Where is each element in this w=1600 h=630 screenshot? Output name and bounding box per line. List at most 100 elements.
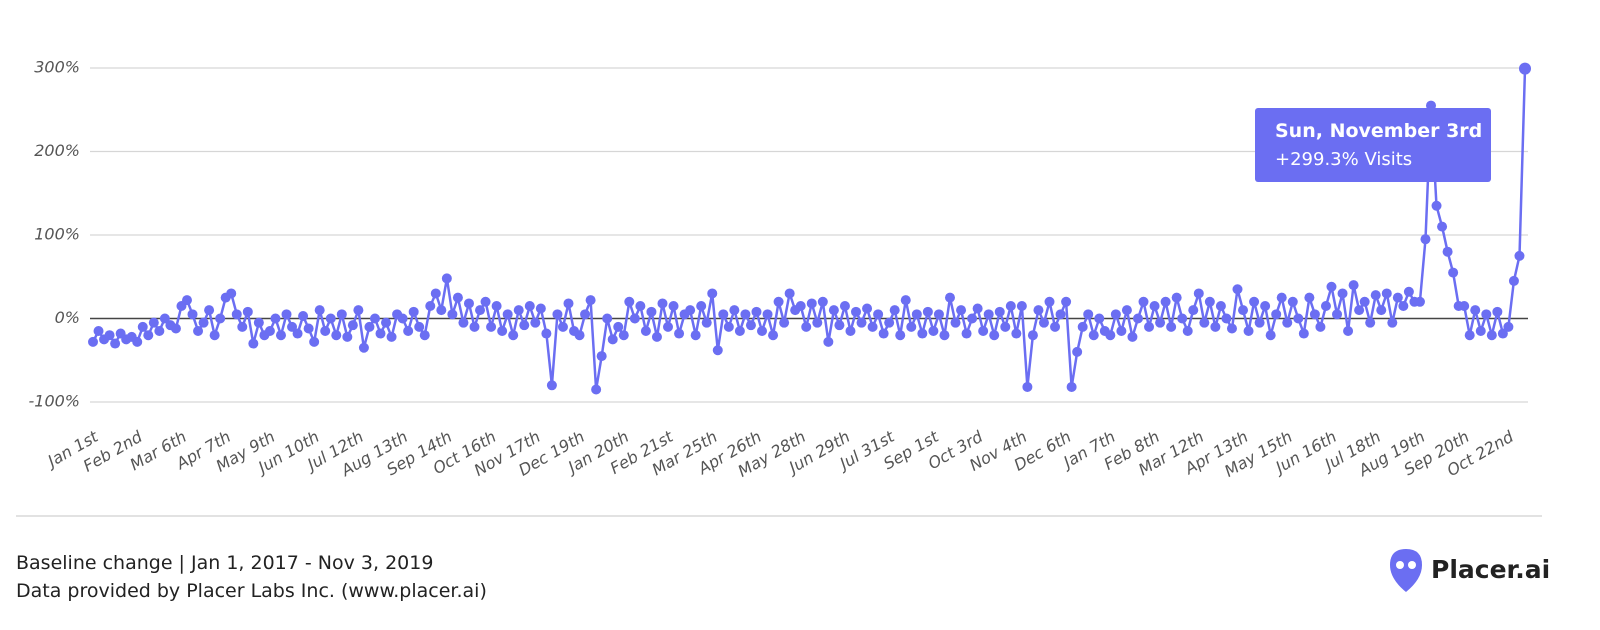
data-point — [93, 326, 104, 337]
data-point — [839, 300, 850, 311]
data-point — [1486, 330, 1497, 341]
data-point — [397, 313, 408, 324]
data-point — [1514, 250, 1525, 261]
data-point — [181, 295, 192, 306]
data-point — [906, 321, 917, 332]
data-point — [961, 328, 972, 339]
data-point — [287, 321, 298, 332]
data-point — [1077, 321, 1088, 332]
data-point — [994, 306, 1005, 317]
data-point — [1210, 321, 1221, 332]
data-point — [1376, 305, 1387, 316]
data-point — [303, 323, 314, 334]
data-point — [320, 326, 331, 337]
data-point — [242, 306, 253, 317]
data-point — [497, 326, 508, 337]
data-point — [275, 330, 286, 341]
data-point — [1392, 292, 1403, 303]
data-point — [1304, 292, 1315, 303]
data-point — [1072, 346, 1083, 357]
data-point — [1387, 317, 1398, 328]
data-point — [983, 309, 994, 320]
data-point — [884, 317, 895, 328]
data-point — [159, 313, 170, 324]
data-point — [812, 317, 823, 328]
data-point — [867, 321, 878, 332]
data-point — [944, 292, 955, 303]
data-point — [1337, 288, 1348, 299]
tooltip: Sun, November 3rd +299.3% Visits — [1255, 108, 1491, 182]
footer-caption: Baseline change | Jan 1, 2017 - Nov 3, 2… — [16, 552, 433, 574]
data-point — [1193, 288, 1204, 299]
data-point — [524, 300, 535, 311]
data-point — [795, 300, 806, 311]
data-point — [248, 338, 259, 349]
data-point — [873, 309, 884, 320]
data-point — [685, 305, 696, 316]
data-point — [1155, 317, 1166, 328]
data-point — [718, 309, 729, 320]
data-point — [1110, 309, 1121, 320]
data-point — [1354, 305, 1365, 316]
data-point — [862, 303, 873, 314]
data-point — [502, 309, 513, 320]
data-point — [1503, 321, 1514, 332]
data-point — [403, 326, 414, 337]
data-point — [298, 310, 309, 321]
data-point — [1011, 328, 1022, 339]
data-point — [762, 309, 773, 320]
data-point — [1226, 323, 1237, 334]
data-point — [215, 313, 226, 324]
data-point — [674, 328, 685, 339]
data-point — [640, 326, 651, 337]
tooltip-title: Sun, November 3rd — [1275, 120, 1482, 142]
data-point — [740, 309, 751, 320]
data-point — [1332, 309, 1343, 320]
data-point — [712, 345, 723, 356]
data-point — [1260, 300, 1271, 311]
data-point — [928, 326, 939, 337]
data-point — [469, 321, 480, 332]
data-point — [1309, 309, 1320, 320]
data-point — [1221, 313, 1232, 324]
data-point — [353, 305, 364, 316]
data-point — [508, 330, 519, 341]
y-tick-label: 0% — [55, 308, 80, 327]
data-point — [253, 317, 264, 328]
data-point — [817, 296, 828, 307]
data-point — [309, 336, 320, 347]
data-point — [1254, 317, 1265, 328]
data-point — [358, 342, 369, 353]
data-point — [381, 317, 392, 328]
data-point — [342, 331, 353, 342]
data-point — [768, 330, 779, 341]
data-point — [1398, 300, 1409, 311]
data-point — [1464, 330, 1475, 341]
data-point — [530, 317, 541, 328]
data-point — [1414, 296, 1425, 307]
data-point — [751, 306, 762, 317]
data-point — [436, 305, 447, 316]
data-point — [292, 328, 303, 339]
data-point — [978, 326, 989, 337]
data-point — [1497, 328, 1508, 339]
data-point — [1243, 326, 1254, 337]
data-point — [1127, 331, 1138, 342]
data-point — [1083, 309, 1094, 320]
data-point — [132, 336, 143, 347]
data-point — [237, 321, 248, 332]
data-point — [1094, 313, 1105, 324]
data-point — [408, 306, 419, 317]
data-point — [745, 320, 756, 331]
data-point — [535, 303, 546, 314]
data-point — [1442, 246, 1453, 257]
data-point — [1320, 300, 1331, 311]
data-point — [1033, 305, 1044, 316]
data-point — [911, 309, 922, 320]
data-point — [1182, 326, 1193, 337]
data-point — [1448, 267, 1459, 278]
data-point — [458, 317, 469, 328]
data-point — [1431, 200, 1442, 211]
data-point — [1132, 313, 1143, 324]
data-point — [1470, 305, 1481, 316]
